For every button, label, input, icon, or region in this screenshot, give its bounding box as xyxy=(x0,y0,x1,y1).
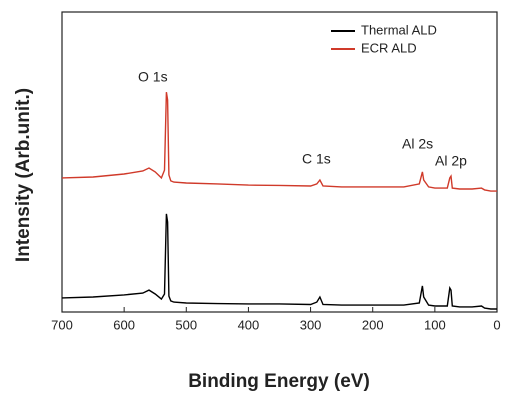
plot-frame xyxy=(61,11,498,313)
x-tick-label: 0 xyxy=(493,317,500,332)
legend-label: Thermal ALD xyxy=(361,22,437,37)
series-line xyxy=(61,213,497,310)
series-line xyxy=(61,91,497,192)
x-tick-label: 500 xyxy=(175,317,197,332)
annotation: O 1s xyxy=(138,69,168,85)
x-axis-label: Binding Energy (eV) xyxy=(188,371,370,392)
x-tick-label: 700 xyxy=(51,317,73,332)
y-axis-label: Intensity (Arb.unit.) xyxy=(13,88,34,262)
x-tick-label: 300 xyxy=(300,317,322,332)
x-tick-label: 200 xyxy=(362,317,384,332)
annotation: Al 2p xyxy=(435,153,467,169)
legend-label: ECR ALD xyxy=(361,40,417,55)
x-tick-label: 600 xyxy=(113,317,135,332)
x-tick-label: 400 xyxy=(238,317,260,332)
annotation: Al 2s xyxy=(402,136,433,152)
annotation: C 1s xyxy=(302,151,331,167)
x-tick-label: 100 xyxy=(424,317,446,332)
